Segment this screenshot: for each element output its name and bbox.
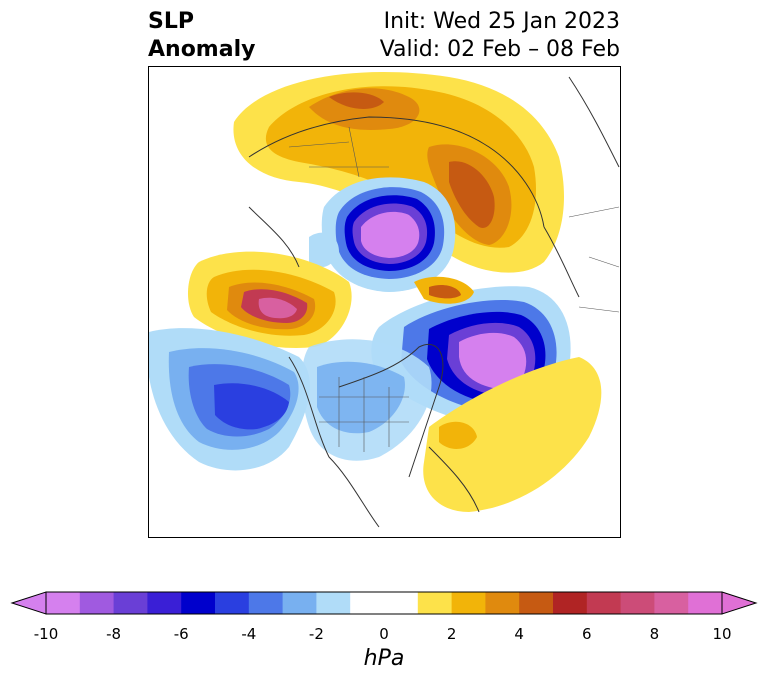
positive-anomaly-western-atlantic: [423, 357, 602, 512]
colorbar-tick-label: 10: [712, 625, 732, 643]
borders: [288, 126, 620, 452]
colorbar-segment: [451, 592, 486, 614]
colorbar-tick-label: -4: [241, 625, 257, 643]
coastlines: [248, 76, 620, 528]
colorbar-segment: [553, 592, 588, 614]
colorbar-tick-label: 2: [446, 625, 457, 643]
colorbar-extend-high: [721, 591, 758, 615]
positive-anomaly-small-core: [429, 284, 461, 299]
colorbar-tick-label: -6: [173, 625, 189, 643]
positive-anomaly-eurasia: [233, 72, 564, 273]
colorbar-segment: [282, 592, 317, 614]
colorbar-segment: [688, 592, 723, 614]
colorbar-segment: [215, 592, 250, 614]
title-line-2: Anomaly: [148, 37, 256, 62]
colorbar-segment: [147, 592, 182, 614]
negative-anomaly-arctic: [321, 177, 456, 292]
colorbar-segment: [654, 592, 689, 614]
colorbar-segment: [485, 592, 520, 614]
title-line-1: SLP: [148, 9, 194, 34]
colorbar-unit-label: hPa: [363, 646, 405, 671]
init-date: Init: Wed 25 Jan 2023: [383, 9, 620, 34]
light-blue-patch: [309, 232, 339, 268]
map-dates: Init: Wed 25 Jan 2023 Valid: 02 Feb – 08…: [380, 8, 620, 64]
colorbar-tick-label: -2: [308, 625, 324, 643]
colorbar-tick-label: 6: [582, 625, 592, 643]
colorbar-segment: [248, 592, 284, 614]
colorbar-segment: [519, 592, 554, 614]
slp-anomaly-map: [148, 66, 621, 538]
colorbar-extend-low: [10, 591, 47, 615]
valid-range: Valid: 02 Feb – 08 Feb: [379, 37, 620, 62]
colorbar: [10, 591, 758, 615]
colorbar-segment: [620, 592, 655, 614]
colorbar-segment: [417, 592, 453, 614]
negative-anomaly-pacific: [149, 328, 310, 471]
map-title: SLP Anomaly: [148, 8, 255, 64]
colorbar-tick-label: -10: [33, 625, 59, 643]
positive-anomaly-alaska: [187, 251, 352, 348]
colorbar-segment: [350, 592, 385, 614]
colorbar-tick-label: 8: [649, 625, 660, 643]
colorbar-segment: [46, 592, 81, 614]
colorbar-segment: [79, 592, 115, 614]
colorbar-tick-label: -8: [106, 625, 122, 643]
colorbar-segment: [113, 592, 148, 614]
colorbar-tick-label: 4: [514, 625, 524, 643]
colorbar-outline: [45, 591, 723, 615]
map-canvas: [149, 72, 620, 528]
colorbar-segment: [316, 592, 351, 614]
colorbar-segment: [384, 592, 419, 614]
colorbar-segment: [181, 592, 216, 614]
colorbar-tick-label: 0: [379, 625, 389, 643]
colorbar-segment: [586, 592, 622, 614]
